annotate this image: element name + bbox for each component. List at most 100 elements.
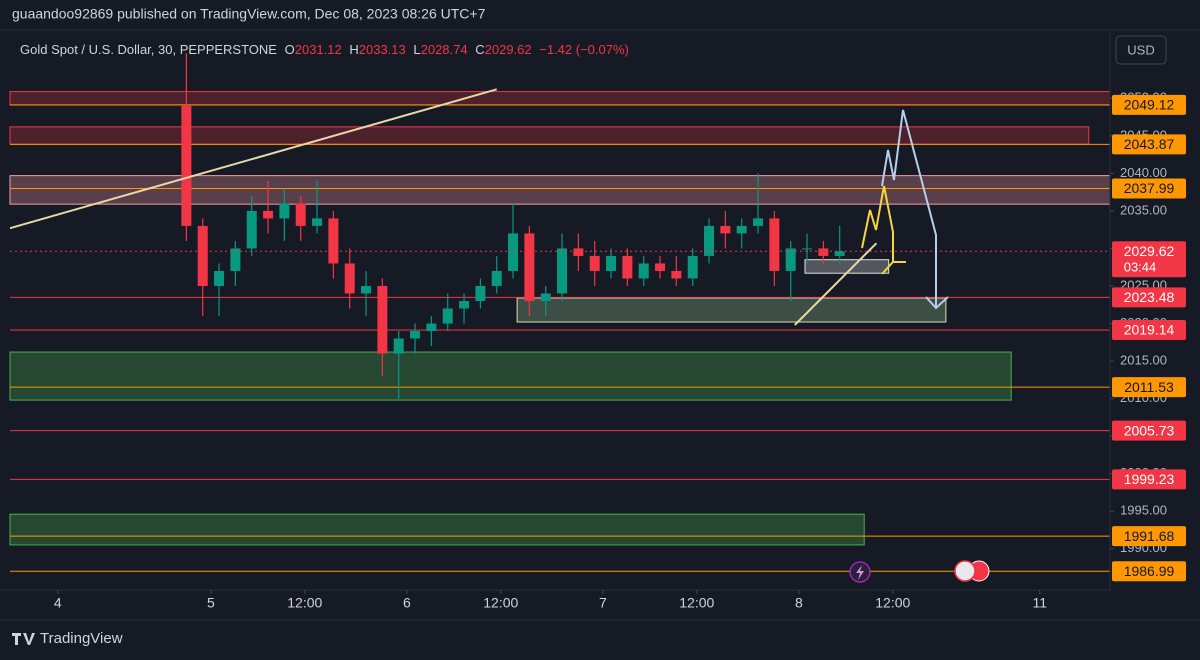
price-tag-label: 2019.14 bbox=[1124, 322, 1175, 338]
high: 2033.13 bbox=[359, 42, 406, 57]
candle-body bbox=[344, 263, 355, 294]
price-tag bbox=[1112, 319, 1186, 340]
low: 2028.74 bbox=[421, 42, 468, 57]
change: −1.42 (−0.07%) bbox=[539, 42, 629, 57]
price-tag-label: 1986.99 bbox=[1124, 563, 1175, 579]
open: 2031.12 bbox=[295, 42, 342, 57]
candle-body bbox=[279, 203, 290, 219]
price-tag bbox=[1112, 178, 1186, 199]
legend: Gold Spot / U.S. Dollar, 30, PEPPERSTONE… bbox=[20, 42, 629, 57]
countdown: 03:44 bbox=[1124, 260, 1157, 275]
flag-icon[interactable] bbox=[954, 560, 976, 582]
close: 2029.62 bbox=[485, 42, 532, 57]
y-tick-label: 2040.00 bbox=[1120, 165, 1167, 180]
price-tag bbox=[1112, 561, 1186, 582]
candle-body bbox=[312, 218, 323, 226]
x-tick-label: 7 bbox=[599, 595, 607, 611]
zone bbox=[804, 259, 890, 274]
candle-body bbox=[753, 218, 764, 226]
candle-body bbox=[802, 248, 813, 250]
candle-body bbox=[361, 285, 372, 294]
zone bbox=[516, 297, 947, 323]
candle-body bbox=[214, 270, 225, 286]
time-axis: 4 5 12:00 6 12:00 7 12:00 8 12:00 11 bbox=[54, 590, 1047, 611]
price-tag-label: 2049.12 bbox=[1124, 97, 1175, 113]
plot bbox=[9, 53, 1111, 572]
candle-body bbox=[655, 263, 666, 271]
candle-body bbox=[622, 255, 633, 279]
candle-body bbox=[508, 233, 519, 271]
h-label: H bbox=[349, 42, 358, 57]
currency-button[interactable] bbox=[1115, 35, 1167, 65]
price-tag bbox=[1112, 134, 1186, 155]
price-tag bbox=[1112, 287, 1186, 308]
candle-body bbox=[573, 248, 584, 256]
o-label: O bbox=[285, 42, 295, 57]
candle-body bbox=[720, 225, 731, 234]
candle-body bbox=[769, 218, 780, 271]
tv-logo bbox=[12, 633, 35, 645]
x-tick-label: 12:00 bbox=[287, 595, 322, 611]
currency[interactable]: USD bbox=[1127, 42, 1154, 57]
candle-body bbox=[246, 210, 257, 249]
price-tag-label: 1999.23 bbox=[1124, 471, 1175, 487]
candle-body bbox=[818, 248, 829, 256]
zone bbox=[9, 126, 1090, 145]
x-tick-label: 5 bbox=[207, 595, 215, 611]
candle-body bbox=[410, 331, 421, 339]
zone bbox=[9, 513, 865, 546]
candle-body bbox=[785, 248, 796, 271]
price-tag-label: 1991.68 bbox=[1124, 528, 1175, 544]
price-tag bbox=[1112, 94, 1186, 115]
candle-body bbox=[524, 233, 535, 301]
price-tag-label: 2011.53 bbox=[1124, 379, 1174, 395]
price-tag bbox=[1112, 377, 1186, 398]
c-label: C bbox=[475, 42, 484, 57]
zone bbox=[9, 175, 1111, 205]
brand: TradingView bbox=[40, 630, 123, 647]
x-tick-label: 12:00 bbox=[679, 595, 714, 611]
x-tick-label: 8 bbox=[795, 595, 803, 611]
candle-body bbox=[540, 293, 551, 301]
price-tag bbox=[1112, 469, 1186, 490]
y-tick-label: 1995.00 bbox=[1120, 503, 1167, 518]
x-tick-label: 6 bbox=[403, 595, 411, 611]
candle-body bbox=[393, 338, 404, 354]
x-tick-label: 4 bbox=[54, 595, 62, 611]
candle-body bbox=[589, 255, 600, 271]
price-tag-label: 2005.73 bbox=[1124, 422, 1175, 438]
trendline bbox=[9, 88, 497, 230]
trendline bbox=[794, 242, 878, 326]
candle-body bbox=[736, 225, 747, 234]
last-price-label: 2029.62 bbox=[1124, 243, 1175, 259]
candle-body bbox=[475, 285, 486, 301]
zone bbox=[9, 91, 1111, 106]
y-tick-label: 2015.00 bbox=[1120, 352, 1167, 367]
x-tick-label: 12:00 bbox=[875, 595, 910, 611]
candle-body bbox=[687, 255, 698, 279]
candle-body bbox=[671, 270, 682, 279]
candle-body bbox=[704, 225, 715, 256]
l-label: L bbox=[413, 42, 420, 57]
candle-body bbox=[295, 203, 306, 226]
x-tick-label: 11 bbox=[1032, 595, 1047, 611]
price-tag-label: 2023.48 bbox=[1124, 289, 1175, 305]
candle-body bbox=[442, 308, 453, 324]
candle-body bbox=[263, 210, 274, 219]
blue-arrowhead bbox=[925, 296, 949, 310]
price-tag-label: 2037.99 bbox=[1124, 180, 1175, 196]
x-tick-label: 12:00 bbox=[483, 595, 518, 611]
price-axis: 1990.001995.002000.002005.002010.002015.… bbox=[1110, 90, 1186, 582]
blue-projection bbox=[881, 109, 937, 308]
price-tag bbox=[1112, 420, 1186, 441]
zone bbox=[9, 351, 1012, 401]
candle-body bbox=[834, 251, 845, 256]
symbol: Gold Spot / U.S. Dollar, 30, PEPPERSTONE bbox=[20, 42, 277, 57]
yellow-projection bbox=[861, 185, 894, 262]
last-price-tag bbox=[1112, 241, 1186, 278]
candle-body bbox=[197, 225, 208, 286]
candle-body bbox=[491, 270, 502, 286]
candle-body bbox=[557, 248, 568, 294]
candle-body bbox=[377, 285, 388, 354]
candle-body bbox=[606, 255, 617, 271]
